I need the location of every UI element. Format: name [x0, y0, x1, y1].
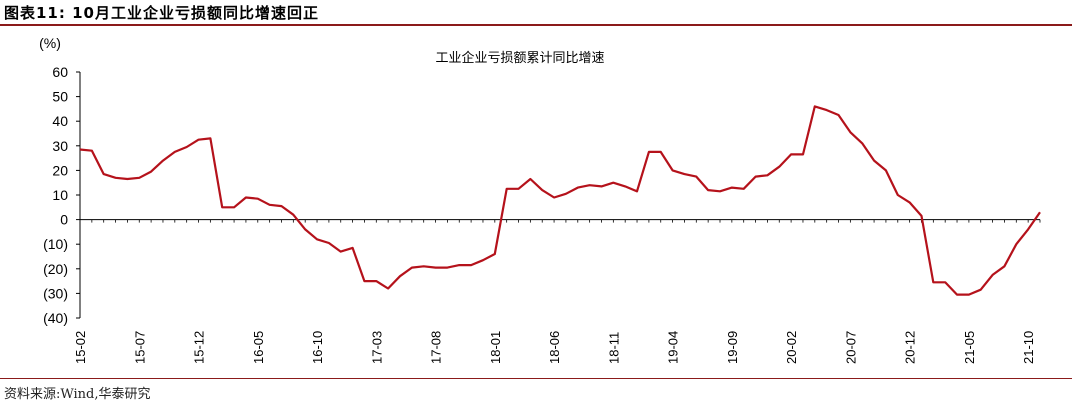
- source-note: 资料来源:Wind,华泰研究: [4, 387, 151, 402]
- x-tick-label: 15-07: [132, 331, 147, 364]
- x-tick-label: 20-02: [784, 331, 799, 364]
- y-tick-label: 60: [52, 64, 68, 80]
- y-tick-label: 10: [52, 187, 68, 203]
- series-layer: [79, 105, 1041, 296]
- y-tick-label: 20: [52, 162, 68, 178]
- x-tick-label: 21-05: [962, 331, 977, 364]
- y-axis-unit: (%): [39, 35, 61, 51]
- figure-title: 图表11: 10月工业企业亏损额同比增速回正: [4, 4, 319, 22]
- x-tick-label: 20-12: [903, 331, 918, 364]
- x-tick-label: 15-12: [192, 331, 207, 364]
- x-tick-label: 21-10: [1021, 331, 1036, 364]
- title-rule: [0, 24, 1072, 26]
- chart-title: 工业企业亏损额累计同比增速: [435, 50, 604, 66]
- x-tick-label: 19-09: [725, 331, 740, 364]
- y-tick-label: (40): [43, 310, 68, 326]
- series-line: [79, 105, 1041, 296]
- y-tick-label: 0: [60, 212, 68, 228]
- x-tick-label: 15-02: [73, 331, 88, 364]
- x-tick-label: 17-03: [369, 331, 384, 364]
- x-tick-label: 17-08: [429, 331, 444, 364]
- y-tick-label: (30): [43, 285, 68, 301]
- y-tick-label: 50: [52, 89, 68, 105]
- y-tick-label: 40: [52, 113, 68, 129]
- x-tick-label: 19-04: [666, 331, 681, 364]
- source-rule: [0, 378, 1072, 379]
- y-tick-label: (20): [43, 261, 68, 277]
- y-tick-label: (10): [43, 236, 68, 252]
- x-tick-label: 16-10: [310, 331, 325, 364]
- y-tick-label: 30: [52, 138, 68, 154]
- x-tick-label: 20-07: [843, 331, 858, 364]
- x-tick-label: 18-11: [606, 332, 621, 364]
- y-axis-ticks: 60 50 40 30 20 10 0 (10) (20) (30) (40): [43, 64, 80, 326]
- line-chart: 工业企业亏损额累计同比增速 (%) 60 50 40 30 20 10 0 (10) (20) (…: [39, 35, 1041, 364]
- x-tick-label: 18-01: [488, 331, 503, 364]
- x-tick-label: 16-05: [251, 331, 266, 364]
- x-tick-label: 18-06: [547, 331, 562, 364]
- x-axis-ticks: 15-02 15-07 15-12 16-05 16-10 17-03 17-08 18-01…: [73, 219, 1041, 364]
